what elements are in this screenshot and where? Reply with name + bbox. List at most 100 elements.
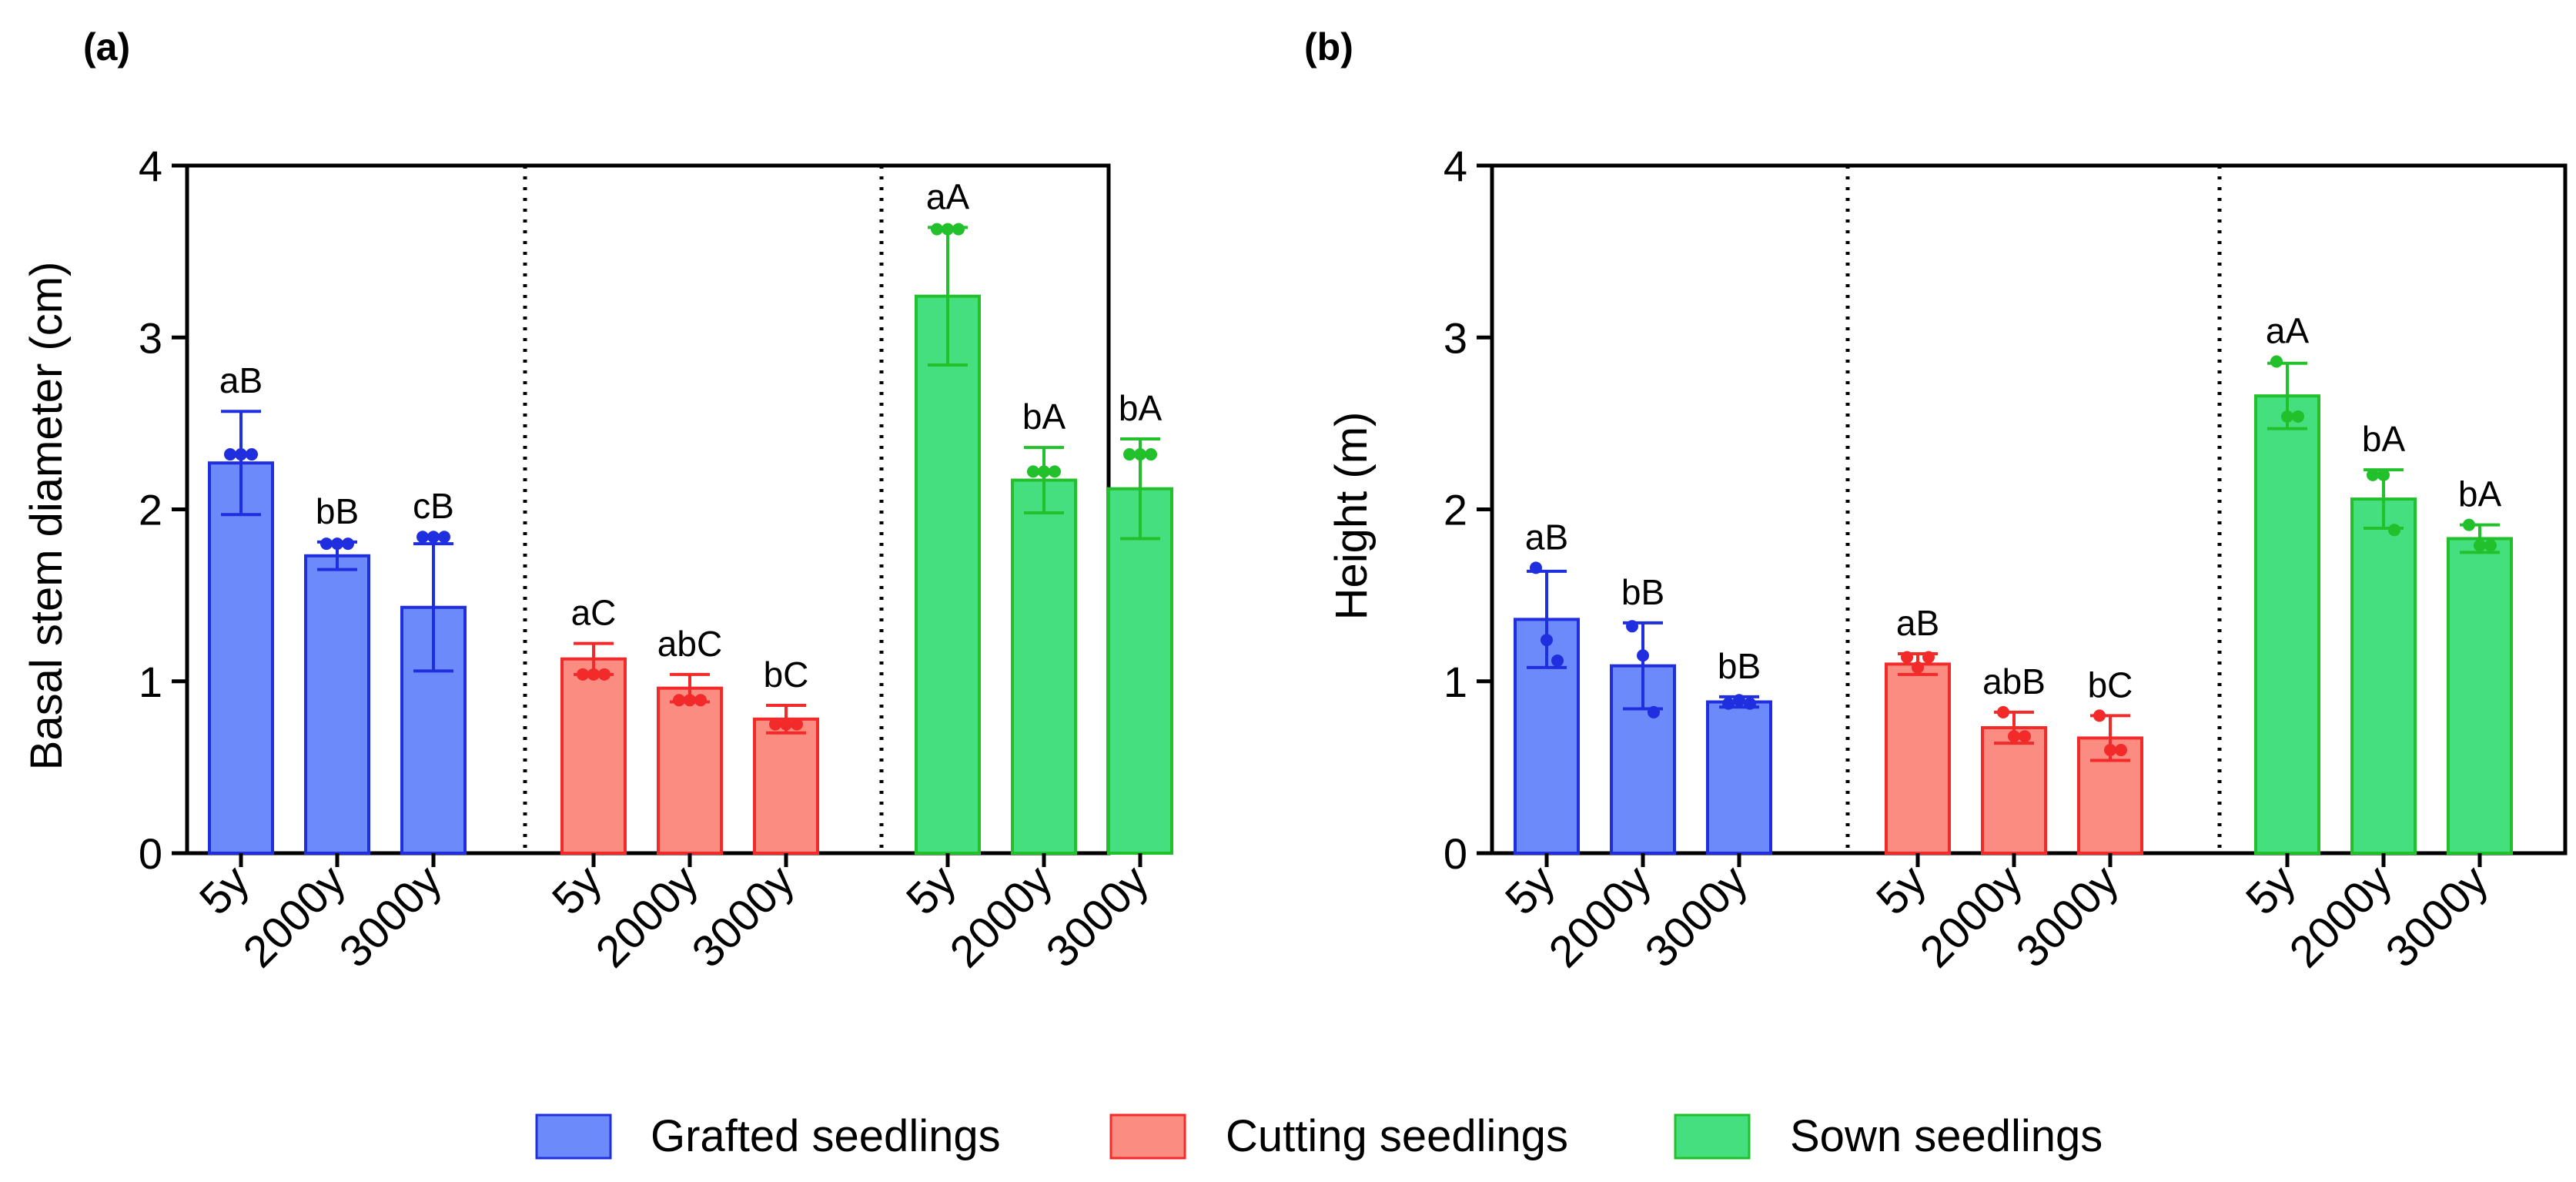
panel-a-bar-sown-seedlings-3000y — [1107, 487, 1173, 856]
panel-a-point-cutting-seedlings-3000y-1 — [769, 718, 781, 731]
panel-b-letter-sown-seedlings-2000y: bA — [2362, 419, 2406, 459]
panel-b-point-cutting-seedlings-5y-1 — [1901, 651, 1913, 664]
legend: Grafted seedlings Cutting seedlings Sown… — [535, 1111, 2103, 1161]
panel-a-letter-sown-seedlings-3000y: bA — [1119, 388, 1163, 428]
panel-a-point-sown-seedlings-2000y-3 — [1049, 465, 1061, 478]
panel-a-x-tick-label-grafted-seedlings-5y: 5y — [190, 856, 259, 924]
panel-a-y-tick-label-3: 3 — [139, 313, 162, 362]
panel-b-point-sown-seedlings-2000y-1 — [2367, 468, 2379, 481]
panel-a-letter-sown-seedlings-5y: aA — [926, 176, 970, 216]
panel-b-point-grafted-seedlings-5y-3 — [1551, 654, 1564, 667]
panel-b-point-sown-seedlings-3000y-3 — [2484, 539, 2497, 552]
panel-b-bar-sown-seedlings-2000y — [2350, 497, 2417, 855]
panel-a-point-sown-seedlings-3000y-1 — [1123, 448, 1136, 461]
panel-b-letter-sown-seedlings-5y: aA — [2266, 311, 2310, 351]
panel-b-point-cutting-seedlings-5y-2 — [1912, 661, 1924, 674]
panel-b-letter-cutting-seedlings-5y: aB — [1896, 603, 1939, 643]
panel-a-point-grafted-seedlings-3000y-3 — [438, 531, 450, 544]
panel-a-letter-grafted-seedlings-2000y: bB — [316, 491, 359, 531]
panel-b-y-tick-label-2: 2 — [1444, 486, 1467, 534]
panel-b-point-grafted-seedlings-3000y-2 — [1733, 694, 1745, 707]
panel-b-letter-sown-seedlings-3000y: bA — [2458, 474, 2502, 514]
panel-b-letter-grafted-seedlings-2000y: bB — [1621, 572, 1664, 612]
panel-a-x-tick-label-cutting-seedlings-5y: 5y — [543, 856, 611, 924]
panel-a-point-sown-seedlings-3000y-2 — [1134, 448, 1146, 461]
panel-a-letter-cutting-seedlings-3000y: bC — [764, 655, 809, 695]
panel-b-bar-sown-seedlings-5y — [2254, 394, 2320, 855]
panel-a-point-cutting-seedlings-5y-2 — [587, 668, 600, 681]
panel-a-point-sown-seedlings-5y-3 — [952, 223, 965, 236]
panel-b-y-tick-label-0: 0 — [1444, 829, 1467, 878]
panel-b-point-sown-seedlings-5y-3 — [2292, 410, 2304, 423]
panel-b-bar-sown-seedlings-3000y — [2447, 537, 2513, 855]
panel-b-x-tick-label-sown-seedlings-2000y: 2000y — [2280, 856, 2401, 977]
panel-b-letter-cutting-seedlings-2000y: abB — [1982, 661, 2046, 701]
panel-a-x-tick-label-cutting-seedlings-2000y: 2000y — [586, 856, 708, 977]
legend-label-cutting: Cutting seedlings — [1226, 1111, 1568, 1161]
panel-a-point-cutting-seedlings-2000y-3 — [694, 694, 707, 707]
panel-a-point-grafted-seedlings-2000y-3 — [342, 537, 354, 551]
panel-b-point-cutting-seedlings-2000y-2 — [2008, 730, 2020, 743]
panel-a-y-tick-label-1: 1 — [139, 658, 162, 706]
panel-b-letter-grafted-seedlings-3000y: bB — [1718, 646, 1761, 686]
panel-b-y-tick-label-3: 3 — [1444, 313, 1467, 362]
panel-b-bar-cutting-seedlings-5y — [1885, 662, 1951, 855]
panel-a-x-tick-label-sown-seedlings-2000y: 2000y — [940, 856, 1062, 977]
panel-b-x-tick-label-cutting-seedlings-2000y: 2000y — [1910, 856, 2032, 977]
panel-b-x-tick-label-grafted-seedlings-5y: 5y — [1496, 856, 1564, 924]
panel-a-x-tick-label-sown-seedlings-3000y: 3000y — [1036, 856, 1158, 977]
panel-b-point-grafted-seedlings-3000y-3 — [1744, 697, 1756, 710]
panel-a-point-grafted-seedlings-2000y-1 — [320, 537, 333, 551]
legend-swatch-cutting — [1109, 1113, 1186, 1160]
panel-b-point-grafted-seedlings-3000y-1 — [1722, 697, 1735, 710]
panel-a-point-grafted-seedlings-3000y-2 — [427, 531, 440, 544]
panel-b-bar-cutting-seedlings-2000y — [1981, 726, 2047, 856]
panel-a-label: (a) — [83, 25, 130, 69]
panel-b-point-sown-seedlings-5y-1 — [2270, 355, 2283, 368]
panel-b-height: (b) Height (m) 0 1 2 3 4 aB 5y bB 2000y bB 3000y aB… — [1304, 25, 2568, 977]
panel-a-point-cutting-seedlings-3000y-2 — [780, 718, 792, 731]
panel-a-point-cutting-seedlings-5y-1 — [577, 668, 589, 681]
panel-a-point-grafted-seedlings-2000y-2 — [331, 537, 343, 551]
panel-b-y-axis-label: Height (m) — [1326, 412, 1377, 621]
panel-a-point-sown-seedlings-5y-2 — [942, 223, 954, 236]
panel-a-point-grafted-seedlings-5y-3 — [246, 448, 258, 461]
panel-a-point-sown-seedlings-5y-1 — [931, 223, 943, 236]
legend-swatch-grafted — [535, 1113, 612, 1160]
panel-a-y-axis-label: Basal stem diameter (cm) — [22, 262, 72, 771]
panel-b-letter-cutting-seedlings-3000y: bC — [2088, 665, 2133, 705]
legend-label-sown: Sown seedlings — [1790, 1111, 2103, 1161]
panel-b-x-tick-label-cutting-seedlings-5y: 5y — [1867, 856, 1935, 924]
panel-b-point-cutting-seedlings-3000y-3 — [2115, 744, 2127, 757]
panel-b-x-tick-label-cutting-seedlings-3000y: 3000y — [2006, 856, 2128, 977]
panel-a-x-tick-label-grafted-seedlings-3000y: 3000y — [330, 856, 451, 977]
panel-b-marks: 0 1 2 3 4 aB 5y bB 2000y bB 3000y aB 5y abB 2000y bC 300… — [1444, 142, 2568, 977]
panel-b-point-grafted-seedlings-5y-2 — [1541, 634, 1553, 647]
panel-a-bar-cutting-seedlings-5y — [560, 657, 627, 855]
panel-a-bar-grafted-seedlings-5y — [208, 461, 274, 855]
panel-a-point-cutting-seedlings-2000y-1 — [673, 694, 685, 707]
panel-b-point-grafted-seedlings-2000y-1 — [1626, 620, 1638, 633]
panel-a-bar-grafted-seedlings-2000y — [304, 554, 370, 856]
panel-a-point-grafted-seedlings-5y-2 — [235, 448, 247, 461]
panel-b-point-sown-seedlings-2000y-2 — [2377, 468, 2390, 481]
panel-a-letter-cutting-seedlings-2000y: abC — [657, 624, 722, 664]
panel-b-letter-grafted-seedlings-5y: aB — [1525, 517, 1568, 557]
panel-b-point-sown-seedlings-5y-2 — [2281, 410, 2293, 423]
panel-a-x-tick-label-sown-seedlings-5y: 5y — [897, 856, 965, 924]
panel-b-bar-grafted-seedlings-3000y — [1706, 700, 1772, 855]
panel-b-point-cutting-seedlings-5y-3 — [1922, 651, 1935, 664]
panel-a-x-tick-label-cutting-seedlings-3000y: 3000y — [682, 856, 804, 977]
panel-a-letter-grafted-seedlings-5y: aB — [219, 360, 263, 400]
panel-b-x-tick-label-sown-seedlings-5y: 5y — [2236, 856, 2305, 924]
legend-swatch-sown — [1674, 1113, 1751, 1160]
legend-label-grafted: Grafted seedlings — [651, 1111, 1001, 1161]
panel-b-x-tick-label-grafted-seedlings-2000y: 2000y — [1539, 856, 1661, 977]
panel-b-label: (b) — [1304, 25, 1353, 69]
panel-a-point-cutting-seedlings-5y-3 — [598, 668, 611, 681]
panel-a-bar-sown-seedlings-5y — [915, 294, 981, 856]
panel-b-point-sown-seedlings-2000y-3 — [2388, 524, 2400, 537]
panel-a-y-tick-label-4: 4 — [139, 142, 162, 190]
panel-a-point-cutting-seedlings-2000y-2 — [684, 694, 696, 707]
